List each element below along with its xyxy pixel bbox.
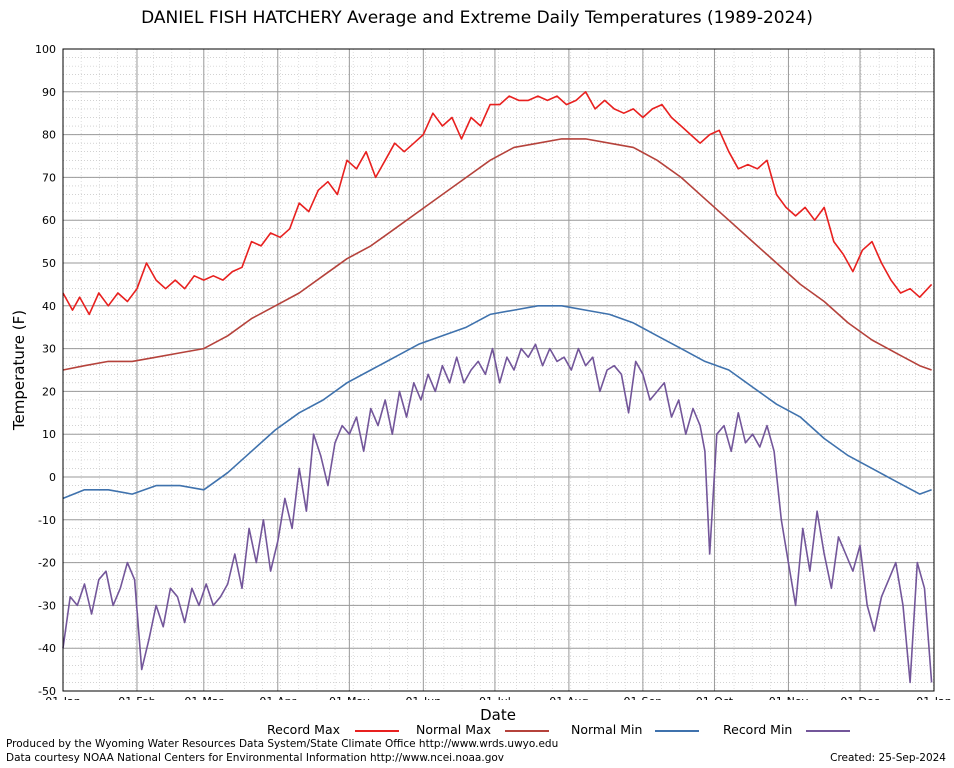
legend-swatch-normal-min <box>655 730 699 732</box>
y-tick-label: 90 <box>42 86 56 99</box>
x-tick-label: 01-Sep <box>624 695 663 700</box>
x-tick-label: 01-Jan <box>916 695 952 700</box>
footer-produced: Produced by the Wyoming Water Resources … <box>6 738 559 750</box>
y-axis-label: Temperature (F) <box>10 309 28 431</box>
legend-label-record-max: Record Max <box>267 722 341 737</box>
series-line-record-max <box>62 91 933 316</box>
plot-frame <box>62 48 935 692</box>
x-axis-label: Date <box>480 706 516 724</box>
x-tick-label: 01-Oct <box>696 695 734 700</box>
y-tick-label: 60 <box>42 214 56 227</box>
y-tick-label: 0 <box>49 471 56 484</box>
y-tick-label: 30 <box>42 343 56 356</box>
chart-title: DANIEL FISH HATCHERY Average and Extreme… <box>141 8 813 28</box>
x-tick-label: 01-Nov <box>769 695 809 700</box>
y-tick-label: 20 <box>42 385 56 398</box>
x-tick-label: 01-Jan <box>45 695 81 700</box>
x-tick-labels: 01-Jan 01-Feb 01-Mar 01-Apr 01-May 01-Jun 01-J… <box>45 695 952 700</box>
y-tick-label: 100 <box>35 43 56 56</box>
x-tick-label: 01-Feb <box>118 695 155 700</box>
y-tick-label: 40 <box>42 300 56 313</box>
x-tick-label: 01-Apr <box>259 695 296 700</box>
x-tick-label: 01-Mar <box>184 695 223 700</box>
legend-swatch-record-max <box>355 730 399 732</box>
minor-grid <box>62 48 934 692</box>
series-layer <box>62 91 933 684</box>
series-line-record-min <box>62 343 933 684</box>
y-tick-label: 70 <box>42 171 56 184</box>
y-tick-label: -30 <box>38 599 56 612</box>
x-tick-label: 01-Jun <box>405 695 441 700</box>
x-tick-label: 01-Dec <box>840 695 879 700</box>
legend-label-normal-min: Normal Min <box>571 722 643 737</box>
y-tick-label: 10 <box>42 428 56 441</box>
x-tick-label: 01-Aug <box>549 695 588 700</box>
series-line-normal-max <box>62 138 932 371</box>
legend-swatch-record-min <box>806 730 850 732</box>
series-line-normal-min <box>62 304 932 500</box>
legend-label-record-min: Record Min <box>723 722 793 737</box>
footer-courtesy: Data courtesy NOAA National Centers for … <box>6 752 505 764</box>
x-tick-label: 01-Jul <box>479 695 511 700</box>
y-tick-label: -40 <box>38 642 56 655</box>
y-tick-label: -10 <box>38 514 56 527</box>
y-tick-label: -50 <box>38 685 56 698</box>
x-tick-label: 01-May <box>329 695 370 700</box>
footer-created: Created: 25-Sep-2024 <box>830 752 946 764</box>
legend-label-normal-max: Normal Max <box>416 722 492 737</box>
y-tick-label: 80 <box>42 129 56 142</box>
y-tick-label: 50 <box>42 257 56 270</box>
y-tick-label: -20 <box>38 557 56 570</box>
legend-swatch-normal-max <box>505 730 549 732</box>
